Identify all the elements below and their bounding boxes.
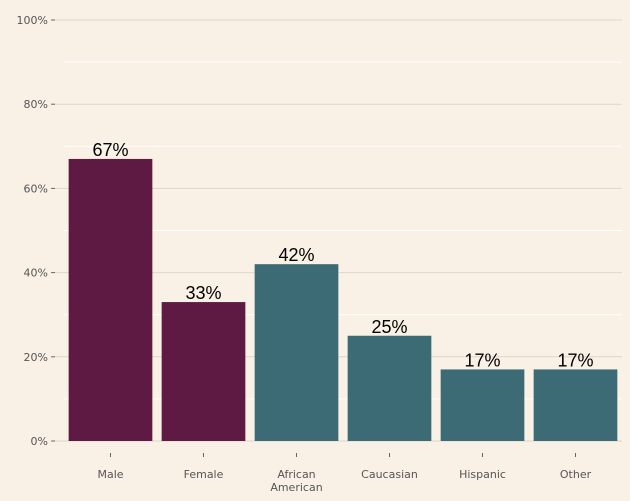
x-tick-label-line: Caucasian <box>361 468 418 481</box>
data-label: 42% <box>278 245 314 265</box>
y-tick-label: 0% <box>31 435 48 448</box>
bar-female <box>161 302 246 441</box>
data-label: 17% <box>557 350 593 370</box>
x-tick-label-line: Male <box>97 468 123 481</box>
y-tick-label: 60% <box>24 182 48 195</box>
x-tick-label: African American <box>270 468 322 494</box>
x-tick-label: Hispanic <box>459 468 506 481</box>
data-label: 17% <box>464 350 500 370</box>
bar-other <box>533 369 618 441</box>
data-label: 25% <box>371 317 407 337</box>
data-label: 67% <box>92 140 128 160</box>
bar-african-american <box>254 264 339 441</box>
x-tick-label: Other <box>560 468 592 481</box>
bar-hispanic <box>440 369 525 441</box>
x-tick-label: Female <box>184 468 224 481</box>
y-axis: 0% 20% 40% 60% 80% 100% <box>17 14 55 448</box>
x-tick-label-line: Other <box>560 468 592 481</box>
x-tick-label-line: American <box>270 481 322 494</box>
x-tick-label: Caucasian <box>361 468 418 481</box>
y-tick-label: 100% <box>17 14 48 27</box>
x-tick-label-line: Female <box>184 468 224 481</box>
x-tick-label-line: African <box>277 468 315 481</box>
x-tick-label-line: Hispanic <box>459 468 506 481</box>
x-axis: Male Female African American Caucasian Hispan… <box>97 453 592 494</box>
bar-male <box>68 158 153 441</box>
y-tick-label: 80% <box>24 98 48 111</box>
bar-caucasian <box>347 335 432 441</box>
bars <box>68 158 618 441</box>
y-tick-label: 20% <box>24 351 48 364</box>
y-tick-label: 40% <box>24 267 48 280</box>
data-label: 33% <box>185 283 221 303</box>
x-tick-label: Male <box>97 468 123 481</box>
data-labels: 67% 33% 42% 25% 17% 17% <box>92 140 593 371</box>
